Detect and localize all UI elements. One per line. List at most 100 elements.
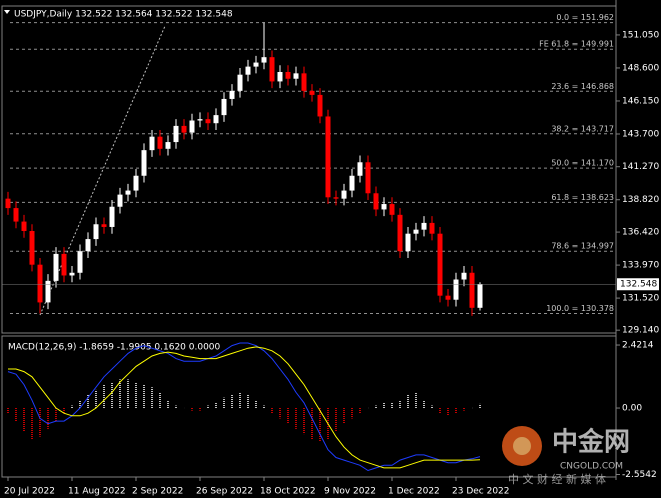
candle-body (253, 62, 259, 67)
y-tick-label: 143.700 (622, 129, 659, 139)
candle-body (469, 272, 475, 308)
x-tick-label: 18 Oct 2022 (260, 487, 316, 497)
y-tick-label: 136.420 (622, 228, 659, 238)
candle-body (301, 73, 307, 91)
candle-body (285, 71, 291, 79)
candle-body (101, 224, 107, 227)
candle-body (269, 57, 275, 82)
x-tick-label: 20 Jul 2022 (4, 487, 55, 497)
candle-body (45, 280, 51, 303)
x-tick-label: 2 Sep 2022 (132, 487, 183, 497)
candle-body (333, 197, 339, 199)
x-tick-label: 9 Nov 2022 (324, 487, 376, 497)
candle-body (261, 57, 267, 63)
price-tag (617, 278, 659, 291)
candle-body (437, 233, 443, 296)
candle-body (405, 233, 411, 252)
y-tick-label: 133.970 (622, 261, 659, 271)
x-tick-label: 1 Dec 2022 (388, 487, 440, 497)
candle-body (309, 90, 315, 95)
candle-body (93, 224, 99, 240)
candle-body (213, 115, 219, 124)
y-tick-label: 129.140 (622, 326, 659, 336)
fib-expansion-line (39, 25, 166, 316)
candle-body (221, 98, 227, 116)
y-tick-label: 131.520 (622, 294, 659, 304)
x-tick-label: 11 Aug 2022 (68, 487, 126, 497)
fib-label: 23.6 = 146.868 (551, 82, 614, 91)
candle-body (381, 204, 387, 210)
y-tick-label: 151.050 (622, 30, 659, 40)
candle-body (357, 162, 363, 176)
candle-body (293, 73, 299, 79)
candle-body (109, 206, 115, 227)
candle-body (277, 71, 283, 82)
macd-line (8, 346, 481, 469)
y-tick-label: 2.4214 (622, 341, 654, 351)
candle-body (189, 120, 195, 133)
candle-body (445, 295, 451, 300)
candle-body (421, 222, 427, 230)
candle-body (229, 90, 235, 99)
candle-body (325, 116, 331, 198)
brand: 中金网 (552, 427, 630, 458)
candle-body (53, 253, 59, 281)
candle-body (69, 272, 75, 276)
candle-body (205, 119, 211, 124)
x-tick-label: 23 Dec 2022 (452, 487, 510, 497)
y-tick-label: 138.820 (622, 195, 659, 205)
slogan: 中 文 财 经 新 媒 体 (508, 472, 606, 486)
price-panel (1, 5, 617, 334)
menu-icon (4, 10, 10, 14)
fib-label: 61.8 = 138.623 (551, 193, 614, 202)
fib-label: 0.0 = 151.962 (556, 13, 614, 22)
candle-body (5, 198, 11, 209)
candle-body (21, 221, 27, 231)
candle-body (165, 142, 171, 149)
fib-label: 100.0 = 130.378 (546, 304, 614, 313)
candle-body (349, 175, 355, 191)
logo-inner (513, 437, 531, 455)
candle-body (429, 222, 435, 234)
candle-body (29, 230, 35, 265)
candle-body (453, 279, 459, 300)
candle-body (477, 284, 483, 308)
candle-body (157, 136, 163, 149)
candle-body (341, 190, 347, 199)
candle-body (397, 214, 403, 252)
candle-body (85, 239, 91, 252)
y-tick-label: -2.5542 (622, 470, 657, 480)
x-tick-label: 26 Sep 2022 (196, 487, 253, 497)
candle-body (389, 204, 395, 215)
candle-body (173, 125, 179, 143)
macd-title: MACD(12,26,9) -1.8659 -1.9905 0.1620 0.0… (8, 343, 221, 353)
candle-body (413, 229, 419, 234)
candle-body (245, 66, 251, 75)
macd-line (7, 342, 481, 472)
candle-body (197, 119, 203, 121)
y-tick-label: 141.270 (622, 162, 659, 172)
candle-body (317, 94, 323, 117)
site: CNGOLD.COM (560, 462, 623, 472)
candle-body (141, 150, 147, 176)
candle-body (365, 162, 371, 194)
candle-body (61, 253, 67, 276)
price-tag-label: 132.548 (620, 280, 657, 290)
candle-body (461, 272, 467, 280)
candle-body (149, 136, 155, 151)
chart-title: USDJPY,Daily 132.522 132.564 132.522 132… (14, 10, 233, 20)
candle-body (13, 208, 19, 222)
watermark: 中金网 CNGOLD.COM 中 文 财 经 新 媒 体 (502, 426, 630, 486)
candle-body (373, 193, 379, 210)
candle-body (77, 251, 83, 273)
y-tick-label: 146.150 (622, 96, 659, 106)
fib-label: 78.6 = 134.997 (551, 242, 614, 251)
candle-body (237, 74, 243, 91)
candle-body (133, 175, 139, 191)
fib-label: FE 61.8 = 149.991 (539, 40, 614, 49)
y-tick-label: 0.00 (622, 404, 642, 414)
candle-body (37, 264, 43, 303)
candle-body (181, 125, 187, 133)
y-tick-label: 148.600 (622, 63, 659, 73)
